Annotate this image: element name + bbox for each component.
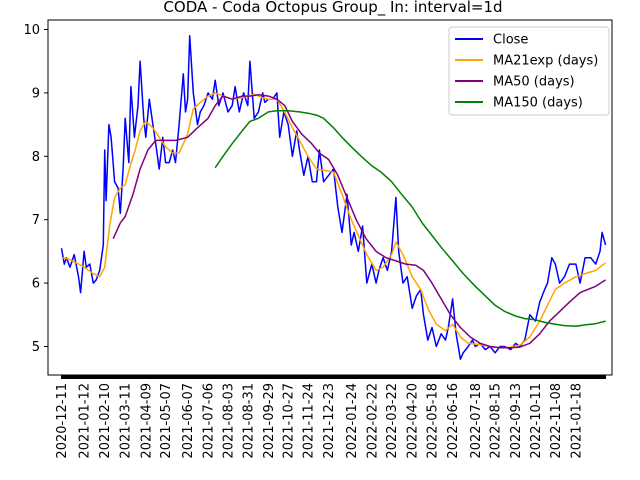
legend: Close MA21exp (days) MA50 (days) MA150 (day…	[448, 26, 610, 116]
legend-label: MA21exp (days)	[493, 54, 598, 69]
y-tick-label: 8	[32, 150, 40, 165]
x-tick-label: 2021-09-29	[262, 383, 277, 459]
x-tick-label: 2022-11-08	[549, 383, 564, 459]
chart-title: CODA - Coda Octopus Group_ In: interval=…	[163, 0, 502, 17]
x-tick-label: 2022-07-18	[469, 383, 484, 459]
x-tick-label: 2021-03-11	[119, 383, 134, 459]
x-tick-label: 2022-06-16	[446, 383, 461, 459]
x-tick-label: 2022-02-22	[365, 383, 380, 459]
x-tick-label: 2021-01-12	[78, 383, 93, 459]
x-tick-label: 2021-12-23	[322, 383, 337, 459]
series-line-3	[112, 94, 607, 349]
x-tick-label: 2021-11-24	[302, 383, 317, 459]
legend-label: MA50 (days)	[493, 75, 575, 90]
legend-label: MA150 (days)	[493, 96, 583, 111]
y-tick-label: 5	[32, 340, 40, 355]
series-line-4	[214, 109, 606, 327]
x-tick-label: 2021-06-07	[181, 383, 196, 459]
y-tick-label: 6	[32, 277, 40, 292]
x-tick-label: 2022-08-15	[489, 383, 504, 459]
x-tick-label: 2022-09-13	[509, 383, 524, 459]
series-layer	[60, 35, 607, 360]
x-axis: 2020-12-11 2021-01-12 2021-02-10 2021-03-11…	[55, 375, 606, 459]
y-tick-label: 7	[32, 213, 40, 228]
x-tick-label: 2021-07-06	[202, 383, 217, 459]
x-tick-label: 2022-04-20	[406, 383, 421, 459]
x-tick-label: 2021-05-07	[159, 383, 174, 459]
x-tick-label: 2022-03-22	[385, 383, 400, 459]
y-tick-label: 10	[23, 23, 40, 38]
x-tick-label: 2020-12-11	[55, 383, 70, 459]
series-line-1	[60, 35, 607, 360]
series-line-2	[61, 92, 607, 349]
x-tick-label: 2022-10-11	[529, 383, 544, 459]
x-tick-label: 2021-01-18	[569, 383, 584, 459]
legend-label: Close	[493, 33, 528, 48]
x-tick-label: 2022-01-24	[345, 383, 360, 459]
legend-box	[448, 26, 610, 116]
x-tick-label: 2021-10-27	[282, 383, 297, 459]
x-tick-label: 2021-04-09	[139, 383, 154, 459]
y-tick-label: 9	[32, 86, 40, 101]
x-tick-label: 2021-08-03	[222, 383, 237, 459]
x-tick-label: 2022-05-18	[426, 383, 441, 459]
y-axis: 5 6 7 8 9 10	[23, 23, 48, 355]
x-tick-label: 2021-02-10	[98, 383, 113, 459]
x-minor-ticks	[61, 375, 606, 379]
x-tick-label: 2021-08-31	[241, 383, 256, 459]
